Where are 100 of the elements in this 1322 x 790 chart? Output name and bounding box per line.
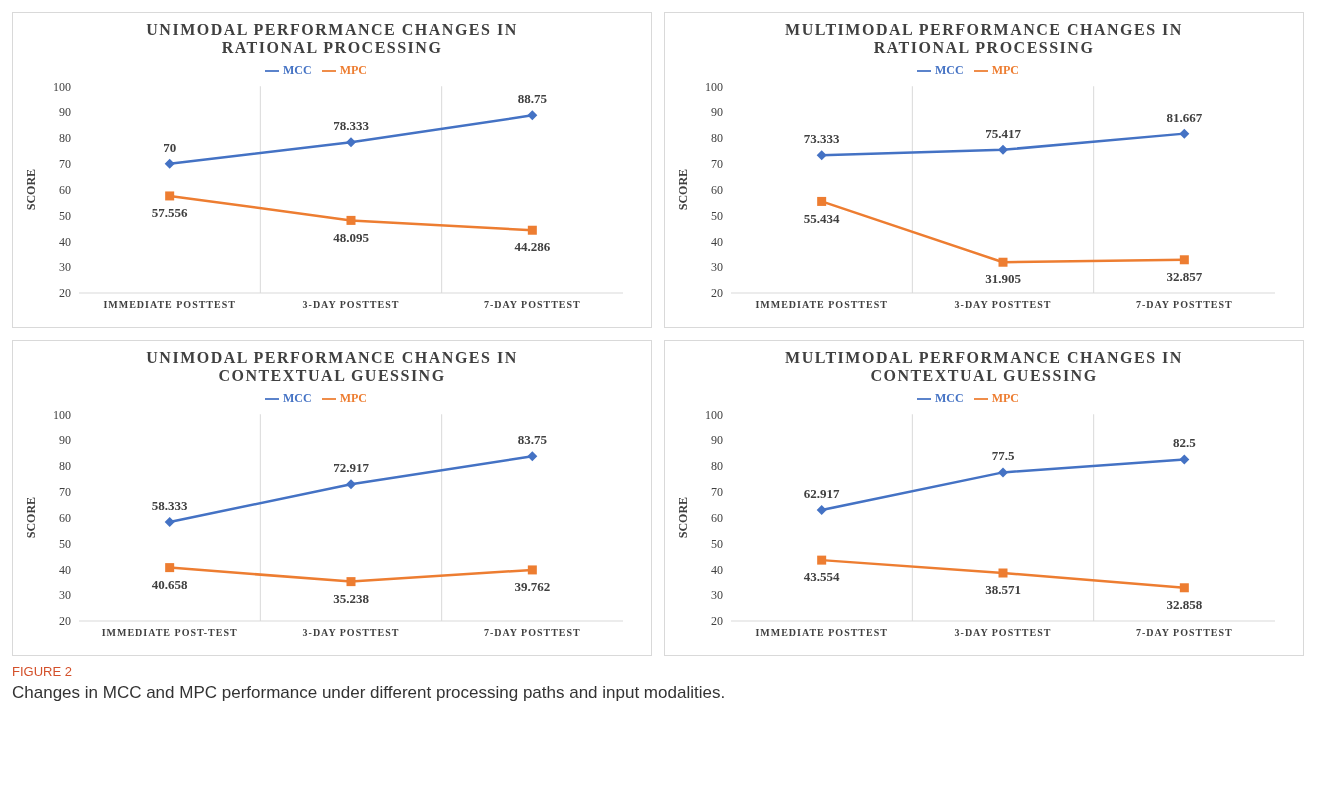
point [527,565,537,575]
legend-label: MCC [935,391,964,405]
data-label: 32.858 [1166,597,1203,612]
data-label: 31.905 [985,271,1022,287]
point [164,516,175,527]
y-tick-label: 40 [59,562,71,577]
y-tick-label: 90 [59,105,71,120]
y-tick-label: 70 [711,157,723,172]
x-tick-label: 3-DAY POSTTEST [302,299,400,311]
x-tick-label: 3-DAY POSTTEST [954,627,1052,639]
x-tick-label: 3-DAY POSTTEST [302,627,400,639]
data-label: 43.554 [803,569,841,585]
data-label: 32.857 [1166,269,1203,284]
data-label: 58.333 [151,497,189,513]
point [346,215,356,225]
point [527,451,538,462]
y-tick-label: 50 [59,208,71,223]
point [816,150,827,161]
y-tick-label: 100 [53,79,71,94]
y-tick-label: 100 [705,407,723,422]
y-tick-label: 30 [711,588,723,603]
data-label: 88.75 [517,91,548,107]
legend-label: MPC [991,63,1019,77]
data-label: 77.5 [991,448,1015,464]
y-axis-title: SCORE [676,496,691,539]
point [816,505,827,516]
y-tick-label: 40 [711,234,723,249]
data-label: 78.333 [333,118,370,134]
x-tick-label: 7-DAY POSTTEST [483,299,581,311]
y-tick-label: 20 [711,614,723,629]
data-label: 35.238 [333,590,370,606]
text: Changes in MCC and MPC performance under different processing paths and input modalities. [12,683,727,703]
x-tick-label: IMMEDIATE POSTTEST [755,299,888,311]
x-tick-label: 7-DAY POSTTEST [1135,299,1233,311]
data-label: 48.095 [333,229,370,245]
data-label: 39.762 [514,579,551,595]
caption: FIGURE 2 [12,664,73,679]
data-label: 38.571 [985,582,1021,598]
data-label: 57.556 [151,205,189,221]
data-label: 82.5 [1172,435,1197,451]
y-tick-label: 80 [59,131,71,146]
legend-label: MCC [283,391,312,405]
y-tick-label: 60 [59,182,71,197]
point [527,225,537,235]
point [1179,255,1189,265]
chart-title: MULTIMODAL PERFORMANCE CHANGES IN RATIONAL PROCESSING [784,21,1184,57]
x-tick-label: IMMEDIATE POSTTEST [103,299,236,311]
legend-label: MCC [283,63,312,77]
data-label: 73.333 [803,131,841,147]
data-label: 40.658 [151,576,189,592]
x-tick-label: IMMEDIATE POSTTEST [755,627,888,639]
chart-title: MULTIMODAL PERFORMANCE CHANGES IN CONTEXTUAL GUESSING [784,349,1184,385]
y-tick-label: 50 [59,536,71,551]
point [527,110,538,121]
data-label: 72.917 [333,460,370,476]
y-tick-label: 40 [59,234,71,249]
data-label: 55.434 [803,210,841,226]
y-tick-label: 70 [711,485,723,500]
legend-label: MCC [935,63,964,77]
y-tick-label: 20 [59,614,71,629]
data-label: 83.75 [517,432,548,448]
point [346,137,356,148]
y-tick-label: 50 [711,536,723,551]
y-tick-label: 80 [59,459,71,474]
y-tick-label: 90 [711,433,723,448]
y-tick-label: 70 [59,157,71,172]
y-tick-label: 100 [53,407,71,422]
x-tick-label: 7-DAY POSTTEST [1135,627,1233,639]
point [998,467,1008,478]
y-tick-label: 70 [59,485,71,500]
y-tick-label: 90 [711,105,723,120]
legend-label: MPC [339,391,367,405]
data-label: 81.667 [1166,109,1203,125]
y-axis-title: SCORE [676,168,691,211]
point [346,479,356,490]
y-tick-label: 30 [59,260,71,275]
y-tick-label: 80 [711,131,723,146]
point [346,577,356,587]
point [817,555,827,565]
point [165,563,175,573]
point [1179,128,1190,139]
point [165,191,175,201]
y-tick-label: 20 [711,286,723,301]
data-label: 70 [163,139,177,155]
data-label: 75.417 [985,125,1022,141]
y-axis-title: SCORE [24,168,39,211]
point [998,568,1008,578]
point [998,144,1008,155]
y-axis-title: SCORE [24,496,39,539]
x-tick-label: IMMEDIATE POST-TEST [101,627,238,639]
data-label: 44.286 [514,239,551,255]
y-tick-label: 60 [711,510,723,525]
y-tick-label: 60 [711,182,723,197]
legend-label: MPC [991,391,1019,405]
y-tick-label: 60 [59,510,71,525]
x-tick-label: 3-DAY POSTTEST [954,299,1052,311]
point [1179,454,1190,465]
point [164,158,175,169]
chart-title: UNIMODAL PERFORMANCE CHANGES IN RATIONAL PROCESSING [145,21,519,57]
point [998,257,1008,267]
